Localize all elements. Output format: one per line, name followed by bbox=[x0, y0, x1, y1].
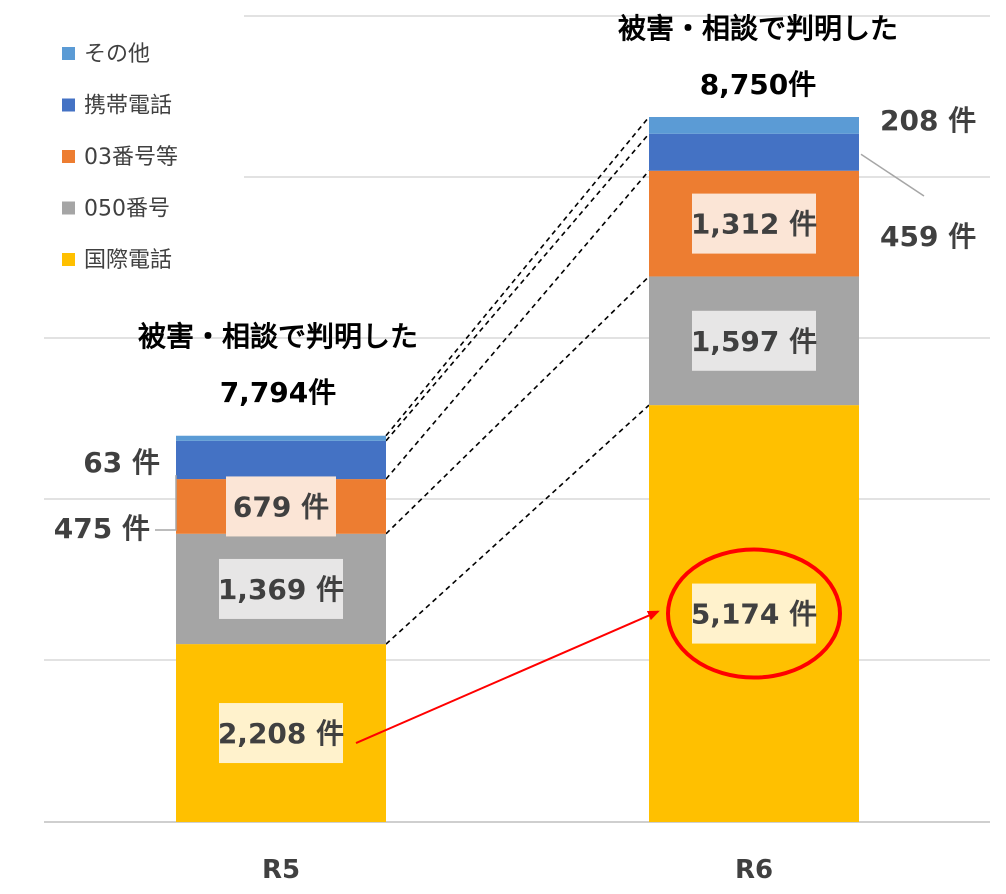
legend-label-携帯電話: 携帯電話 bbox=[84, 94, 172, 119]
legend-swatch-携帯電話 bbox=[62, 98, 75, 112]
data-label-03番号等-R5: 679 件 bbox=[226, 476, 336, 537]
connector-line-携帯電話 bbox=[385, 133, 650, 442]
total-value-R5: 7,794件 bbox=[220, 376, 337, 409]
connector-line-国際電話 bbox=[385, 404, 650, 645]
x-axis: R5 R6 bbox=[262, 855, 773, 885]
data-label-03番号等-R5-text: 679 件 bbox=[233, 490, 329, 523]
bar-その他-R5 bbox=[176, 435, 386, 441]
connector-lines bbox=[385, 116, 650, 645]
data-label-050番号-R5-box bbox=[219, 558, 343, 619]
legend-label-国際電話: 国際電話 bbox=[84, 248, 172, 273]
connector-line-050番号 bbox=[385, 275, 650, 535]
highlight-circle bbox=[666, 547, 842, 680]
total-caption-R5: 被害・相談で判明した bbox=[138, 320, 418, 353]
bar-その他-R6 bbox=[649, 117, 859, 134]
data-label-03番号等-R6-box bbox=[692, 193, 816, 254]
connector-line-03番号等 bbox=[385, 170, 650, 480]
data-label-03番号等-R6-text: 1,312 件 bbox=[691, 208, 817, 241]
legend-swatch-国際電話 bbox=[62, 253, 75, 266]
data-label-国際電話-R6-box bbox=[692, 583, 816, 644]
leader-line-携帯電話-R5 bbox=[155, 475, 177, 531]
data-label-03番号等-R6: 1,312 件 bbox=[691, 193, 817, 254]
legend-label-050番号: 050番号 bbox=[84, 197, 170, 222]
x-tick-label-R5: R5 bbox=[262, 855, 300, 885]
data-label-050番号-R6: 1,597 件 bbox=[691, 310, 817, 371]
data-label-050番号-R6-box bbox=[692, 310, 816, 371]
legend-label-その他: その他 bbox=[84, 42, 150, 67]
connector-line-その他 bbox=[385, 116, 650, 437]
bar-携帯電話-R5 bbox=[176, 440, 386, 480]
data-label-03番号等-R5-box bbox=[226, 476, 336, 537]
data-label-国際電話-R5-box bbox=[219, 703, 343, 764]
bar-携帯電話-R6 bbox=[649, 133, 859, 171]
data-label-携帯電話-R5: 475 件 bbox=[54, 512, 150, 545]
data-label-国際電話-R6: 5,174 件 bbox=[691, 583, 817, 644]
legend-label-03番号等: 03番号等 bbox=[84, 145, 178, 170]
data-label-携帯電話-R6: 459 件 bbox=[880, 220, 976, 253]
data-label-050番号-R6-text: 1,597 件 bbox=[691, 325, 817, 358]
legend-swatch-その他 bbox=[62, 47, 75, 60]
data-label-国際電話-R5-text: 2,208 件 bbox=[218, 717, 344, 750]
data-label-その他-R6: 208 件 bbox=[880, 104, 976, 137]
highlight-arrow bbox=[355, 610, 660, 744]
data-label-その他-R5: 63 件 bbox=[83, 446, 160, 479]
legend-swatch-03番号等 bbox=[62, 150, 75, 163]
data-label-050番号-R5: 1,369 件 bbox=[218, 558, 344, 619]
total-annotations: 被害・相談で判明した 7,794件 被害・相談で判明した 8,750件 bbox=[138, 12, 898, 409]
data-label-050番号-R5-text: 1,369 件 bbox=[218, 573, 344, 606]
data-label-国際電話-R6-text: 5,174 件 bbox=[691, 598, 817, 631]
data-label-国際電話-R5: 2,208 件 bbox=[218, 703, 344, 764]
total-value-R6: 8,750件 bbox=[700, 68, 817, 101]
highlight-annotation bbox=[355, 547, 842, 744]
legend-swatch-050番号 bbox=[62, 201, 75, 215]
x-tick-label-R6: R6 bbox=[735, 855, 773, 885]
leader-line-携帯電話-R6 bbox=[860, 153, 925, 197]
total-caption-R6: 被害・相談で判明した bbox=[618, 12, 898, 45]
data-labels: 2,208 件 1,369 件 679 件 5,174 件 1,597 件 1,312 件… bbox=[54, 104, 976, 764]
